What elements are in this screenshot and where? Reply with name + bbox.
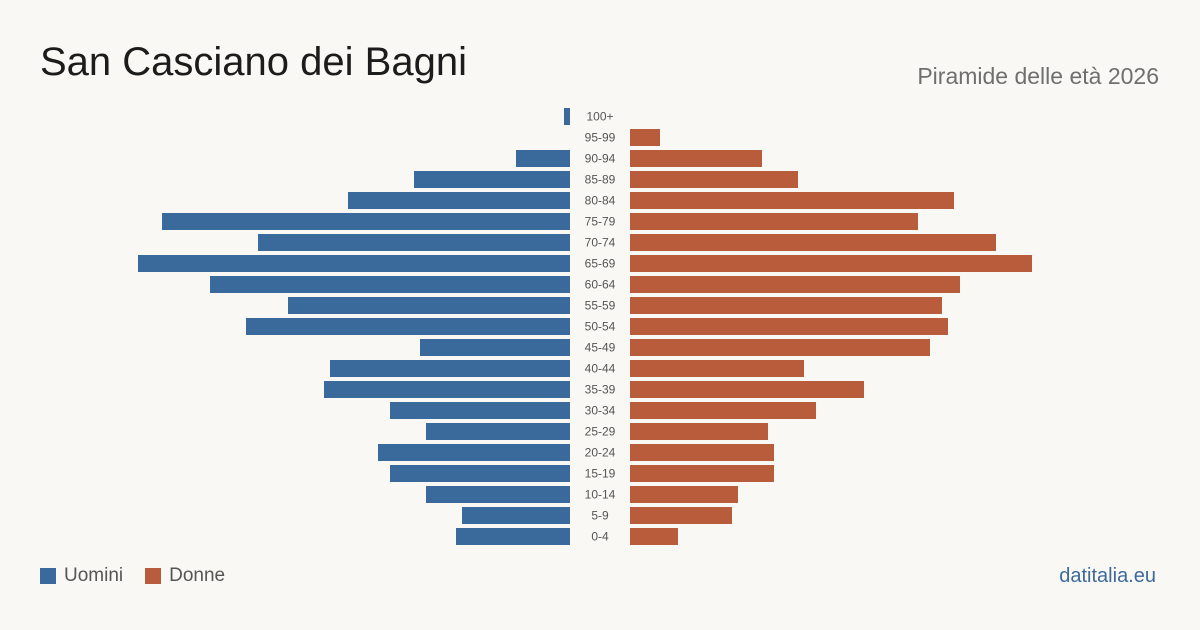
age-group-label: 75-79 [585,215,616,229]
legend: Uomini Donne [40,565,225,587]
age-group-label: 85-89 [585,173,616,187]
bar-women-85-89 [630,171,798,188]
age-group-label: 55-59 [585,299,616,313]
age-group-label: 90-94 [585,152,616,166]
legend-swatch-men [40,568,56,584]
bar-men-90-94 [516,150,570,167]
bar-women-15-19 [630,465,774,482]
bar-men-100+ [564,108,570,125]
bar-men-15-19 [390,465,570,482]
legend-label-women: Donne [169,565,226,586]
bar-men-75-79 [162,213,570,230]
bar-men-20-24 [378,444,570,461]
bar-women-60-64 [630,276,960,293]
age-group-label: 80-84 [585,194,616,208]
bar-women-90-94 [630,150,762,167]
source-site[interactable]: datitalia.eu [1059,565,1156,587]
age-group-label: 65-69 [585,257,616,271]
bar-women-10-14 [630,486,738,503]
bar-women-5-9 [630,507,732,524]
bar-men-45-49 [420,339,570,356]
bar-men-0-4 [456,528,570,545]
age-group-label: 50-54 [585,320,616,334]
bar-men-30-34 [390,402,570,419]
age-group-label: 15-19 [585,467,616,481]
age-group-label: 100+ [586,110,613,124]
bar-women-55-59 [630,297,942,314]
bar-women-0-4 [630,528,678,545]
bar-men-25-29 [426,423,570,440]
age-group-label: 70-74 [585,236,616,250]
age-group-label: 25-29 [585,425,616,439]
bar-men-85-89 [414,171,570,188]
bar-women-95-99 [630,129,660,146]
bar-women-20-24 [630,444,774,461]
bar-men-70-74 [258,234,570,251]
legend-item-men: Uomini [40,565,123,587]
age-group-label: 0-4 [591,530,609,544]
bar-women-35-39 [630,381,864,398]
age-group-label: 60-64 [585,278,616,292]
bar-men-80-84 [348,192,570,209]
legend-item-women: Donne [145,565,225,587]
legend-swatch-women [145,568,162,584]
bar-men-65-69 [138,255,570,272]
bar-men-35-39 [324,381,570,398]
bar-men-10-14 [426,486,570,503]
bar-men-50-54 [246,318,570,335]
chart-subtitle: Piramide delle età 2026 [917,63,1159,89]
age-group-label: 20-24 [585,446,616,460]
age-group-label: 10-14 [585,488,616,502]
chart-title: San Casciano dei Bagni [40,40,467,84]
bar-men-40-44 [330,360,570,377]
age-group-label: 35-39 [585,383,616,397]
bar-men-55-59 [288,297,570,314]
bar-women-45-49 [630,339,930,356]
age-group-label: 5-9 [591,509,609,523]
age-group-label: 95-99 [585,131,616,145]
bar-women-40-44 [630,360,804,377]
age-group-label: 40-44 [585,362,616,376]
bar-women-75-79 [630,213,918,230]
bar-women-80-84 [630,192,954,209]
bar-women-25-29 [630,423,768,440]
bar-men-60-64 [210,276,570,293]
bar-women-30-34 [630,402,816,419]
age-group-label: 30-34 [585,404,616,418]
bar-women-70-74 [630,234,996,251]
bar-women-65-69 [630,255,1032,272]
legend-label-men: Uomini [64,565,124,586]
age-group-label: 45-49 [585,341,616,355]
bar-men-5-9 [462,507,570,524]
bar-women-50-54 [630,318,948,335]
